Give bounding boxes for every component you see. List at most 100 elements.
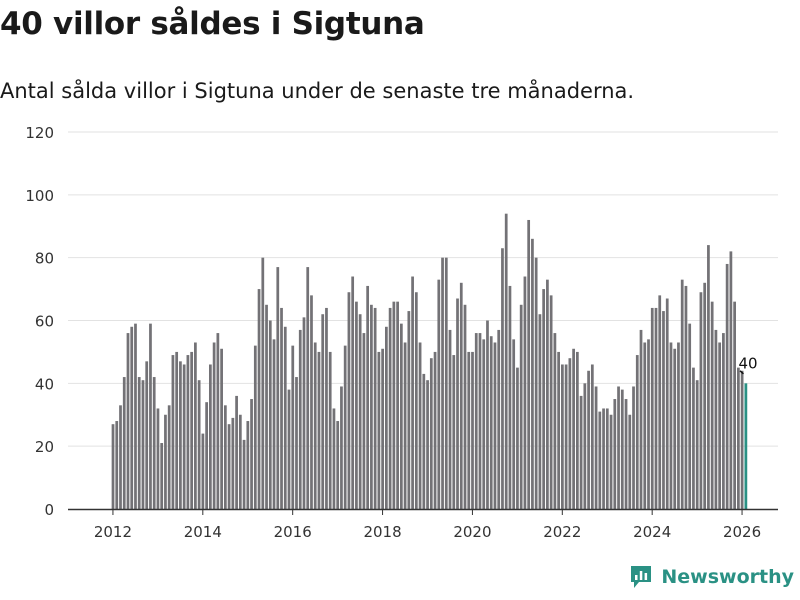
bar [508,285,512,509]
bar [647,339,650,509]
bar [227,424,231,509]
chart-title: 40 villor såldes i Sigtuna [0,6,425,42]
bar [298,329,302,509]
bar [703,282,707,509]
x-tick-label: 2020 [453,523,491,541]
bar [553,333,557,509]
bar [190,351,194,509]
bar [695,380,699,509]
bar [276,267,280,509]
bar [231,417,235,509]
bar [714,329,718,509]
bar [605,408,609,509]
bar [710,301,714,509]
bar [280,307,283,509]
bar [572,348,575,509]
bar [291,345,295,509]
bar [194,342,197,509]
bar [669,342,673,509]
bar [707,245,710,509]
bar [403,342,407,509]
bar [594,386,598,509]
x-tick-label: 2026 [723,523,761,541]
bar [635,355,639,509]
bar [235,395,238,509]
bar [257,289,261,509]
bar [414,292,418,509]
bar [175,351,179,509]
bar [362,333,366,509]
bar [433,351,437,509]
bar [546,279,549,509]
bar [549,295,553,509]
bar [531,238,534,509]
brand-name: Newsworthy [661,566,794,588]
bar [516,367,519,510]
bar [422,373,426,509]
bar [467,351,471,509]
bar [598,411,602,509]
bar [272,339,276,509]
bar [486,320,489,509]
bar [261,257,265,509]
bar [310,295,313,509]
bar [355,301,358,509]
bar [171,355,175,509]
bar [441,257,444,509]
bar [343,345,347,509]
bar [340,386,343,509]
x-tick-label: 2016 [274,523,312,541]
bar [126,333,130,509]
bar [313,342,317,509]
bar [429,358,433,509]
bar [437,279,441,509]
bar [396,301,399,509]
x-tick-label: 2022 [543,523,581,541]
bar [250,399,253,509]
bar [444,257,448,509]
bar [377,351,381,509]
bar [568,358,572,509]
bar [347,292,351,509]
bar [325,307,328,509]
bar [186,355,190,509]
bar [321,314,325,509]
bar [160,443,164,509]
x-tick-label: 2014 [184,523,222,541]
bar [725,263,729,509]
bar [737,367,740,510]
bar [111,424,115,509]
bar [624,399,628,509]
bar [366,285,370,509]
bar [122,377,126,509]
bar [119,405,122,509]
y-tick-label: 120 [25,124,54,142]
bar [643,342,647,509]
bar [575,351,579,509]
bar [587,370,590,509]
bar [501,248,504,510]
bar [654,307,658,509]
x-tick-label: 2012 [94,523,132,541]
bar [302,317,306,509]
y-tick-label: 60 [35,313,54,331]
bar [609,414,613,509]
bar [268,320,272,509]
y-tick-label: 0 [44,501,54,519]
y-tick-label: 20 [35,438,54,456]
newsworthy-logo-icon [631,566,652,588]
bar [295,377,298,509]
bar [246,421,250,509]
bar [385,326,388,509]
bar [534,257,538,509]
bar [632,386,635,509]
bar [351,276,355,509]
bar [209,364,212,509]
bar [538,314,542,509]
bar [336,421,340,509]
bar [504,213,508,509]
bar [197,380,201,509]
bar [145,361,149,509]
bar [680,279,684,509]
bar [242,439,246,509]
